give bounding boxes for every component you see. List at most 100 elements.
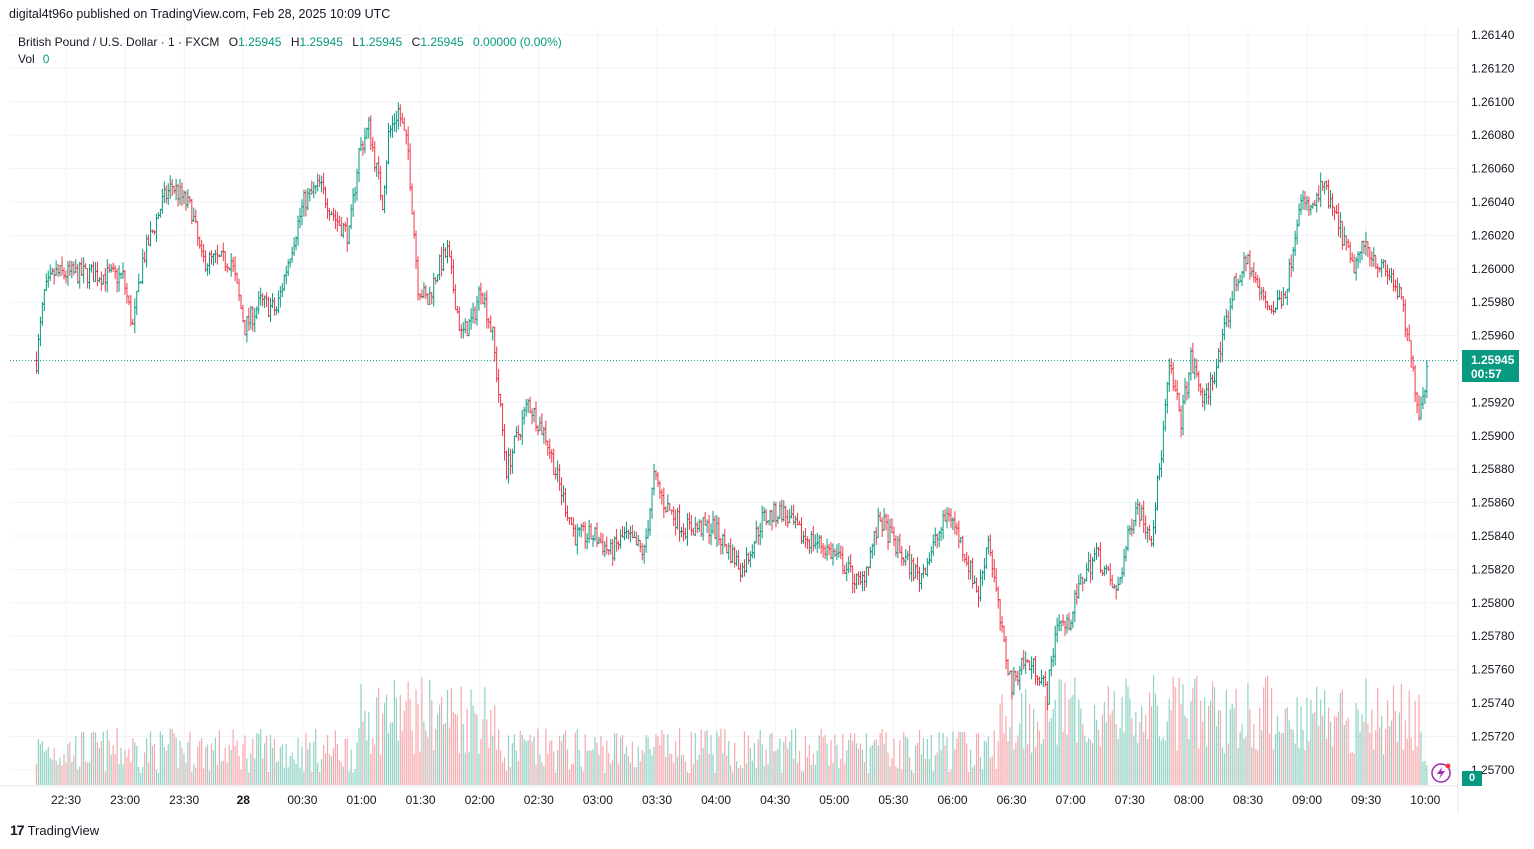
volume-bar (600, 736, 602, 785)
volume-bar (181, 747, 183, 785)
volume-bar (1426, 765, 1428, 785)
volume-bar (1312, 713, 1314, 785)
volume-bar (437, 714, 439, 785)
volume-bar (1404, 720, 1406, 785)
lightning-icon[interactable] (1430, 762, 1452, 784)
volume-bar (134, 742, 136, 785)
volume-bar (468, 751, 470, 785)
volume-bar (621, 735, 624, 785)
time-axis[interactable]: 22:30 23:00 23:30 28 00:30 01:00 01:30 02:00 02:… (0, 785, 1458, 807)
volume-bar (297, 737, 299, 785)
volume-bar (1066, 734, 1068, 785)
volume-bar (157, 772, 159, 785)
volume-bar (1088, 737, 1090, 785)
volume-bar (970, 749, 972, 785)
volume-bar (690, 731, 692, 785)
volume-bar (525, 741, 527, 785)
volume-bar (1379, 727, 1381, 785)
volume-bar (873, 740, 875, 785)
volume-bar (45, 749, 47, 785)
volume-bar (433, 750, 435, 785)
volume-bar (657, 736, 659, 785)
volume-bar (535, 764, 537, 785)
volume-bar (197, 746, 199, 785)
volume-bar (545, 728, 547, 785)
volume-bar (1355, 702, 1357, 785)
volume-bar (1111, 710, 1113, 785)
volume-bar (897, 768, 899, 785)
price-tick-label: 1.25780 (1471, 629, 1515, 643)
volume-bar (79, 766, 81, 785)
volume-bar (623, 754, 626, 785)
volume-bar (458, 753, 460, 785)
volume-bar (574, 732, 576, 785)
price-tick-label: 1.26020 (1471, 228, 1515, 242)
volume-bar (185, 762, 187, 785)
volume-value: 0 (42, 52, 50, 66)
price-tick-label: 1.25840 (1471, 529, 1515, 543)
volume-bar (1286, 707, 1288, 785)
volume-bar (350, 749, 352, 785)
volume-bar (828, 765, 830, 785)
low-value: 1.25945 (358, 35, 403, 49)
volume-bar (859, 743, 862, 785)
price-tick-label: 1.25760 (1471, 663, 1515, 677)
candles (34, 102, 1429, 711)
volume-bar (431, 700, 433, 785)
volume-bar (1158, 736, 1161, 785)
volume-bar (149, 731, 152, 785)
volume-bar (722, 753, 724, 785)
bar-countdown: 00:57 (1471, 367, 1502, 381)
volume-bar (41, 741, 43, 785)
volume-bar (1113, 690, 1115, 785)
volume-bar (1339, 692, 1341, 785)
price-axis[interactable]: 1.26140 1.26120 1.26100 1.26080 1.26060 1.260… (1457, 28, 1515, 813)
volume-bar (1005, 716, 1007, 785)
volume-bar (1290, 728, 1292, 785)
volume-bar (1359, 731, 1361, 785)
volume-bar (1219, 710, 1221, 785)
volume-bar (775, 750, 777, 785)
brand-footer[interactable]: 17 TradingView (10, 822, 99, 838)
volume-bar (240, 769, 242, 785)
volume-bar (771, 732, 773, 785)
volume-bar (442, 724, 445, 785)
symbol-name[interactable]: British Pound / U.S. Dollar · 1 · FXCM (18, 35, 220, 49)
volume-bar (1318, 725, 1320, 785)
volume-bar (576, 729, 578, 785)
volume-bar (629, 762, 631, 785)
volume-bar (616, 733, 618, 785)
volume-bar (564, 730, 567, 785)
volume-bar (267, 771, 270, 785)
volume-bar (1211, 681, 1214, 785)
volume-bar (592, 748, 594, 785)
volume-bar (319, 771, 321, 785)
volume-bar (203, 768, 205, 785)
volume-bar (128, 748, 130, 785)
volume-bar (513, 734, 515, 785)
time-tick-label: 09:00 (1292, 793, 1322, 807)
open-label: O (228, 35, 239, 49)
time-tick-label: 07:30 (1115, 793, 1145, 807)
volume-bar (110, 754, 112, 785)
volume-bar (893, 738, 895, 785)
volume-bar (289, 756, 291, 785)
volume-bar (555, 772, 557, 785)
volume-bar (684, 761, 687, 785)
volume-bar (492, 735, 494, 785)
symbol-legend[interactable]: British Pound / U.S. Dollar · 1 · FXCM O… (18, 35, 562, 49)
volume-bar (1237, 747, 1239, 785)
volume-bar (456, 715, 458, 785)
price-tick-label: 1.25860 (1471, 496, 1515, 510)
volume-bar (226, 762, 228, 785)
volume-bar (413, 754, 415, 785)
volume-bar (201, 738, 203, 785)
volume-bar (1056, 744, 1058, 785)
volume-bar (486, 719, 488, 785)
volume-bar (694, 733, 696, 785)
volume-bar (855, 743, 858, 785)
volume-bar (92, 731, 95, 785)
volume-legend[interactable]: Vol 0 (18, 52, 49, 66)
volume-bar (926, 739, 928, 785)
